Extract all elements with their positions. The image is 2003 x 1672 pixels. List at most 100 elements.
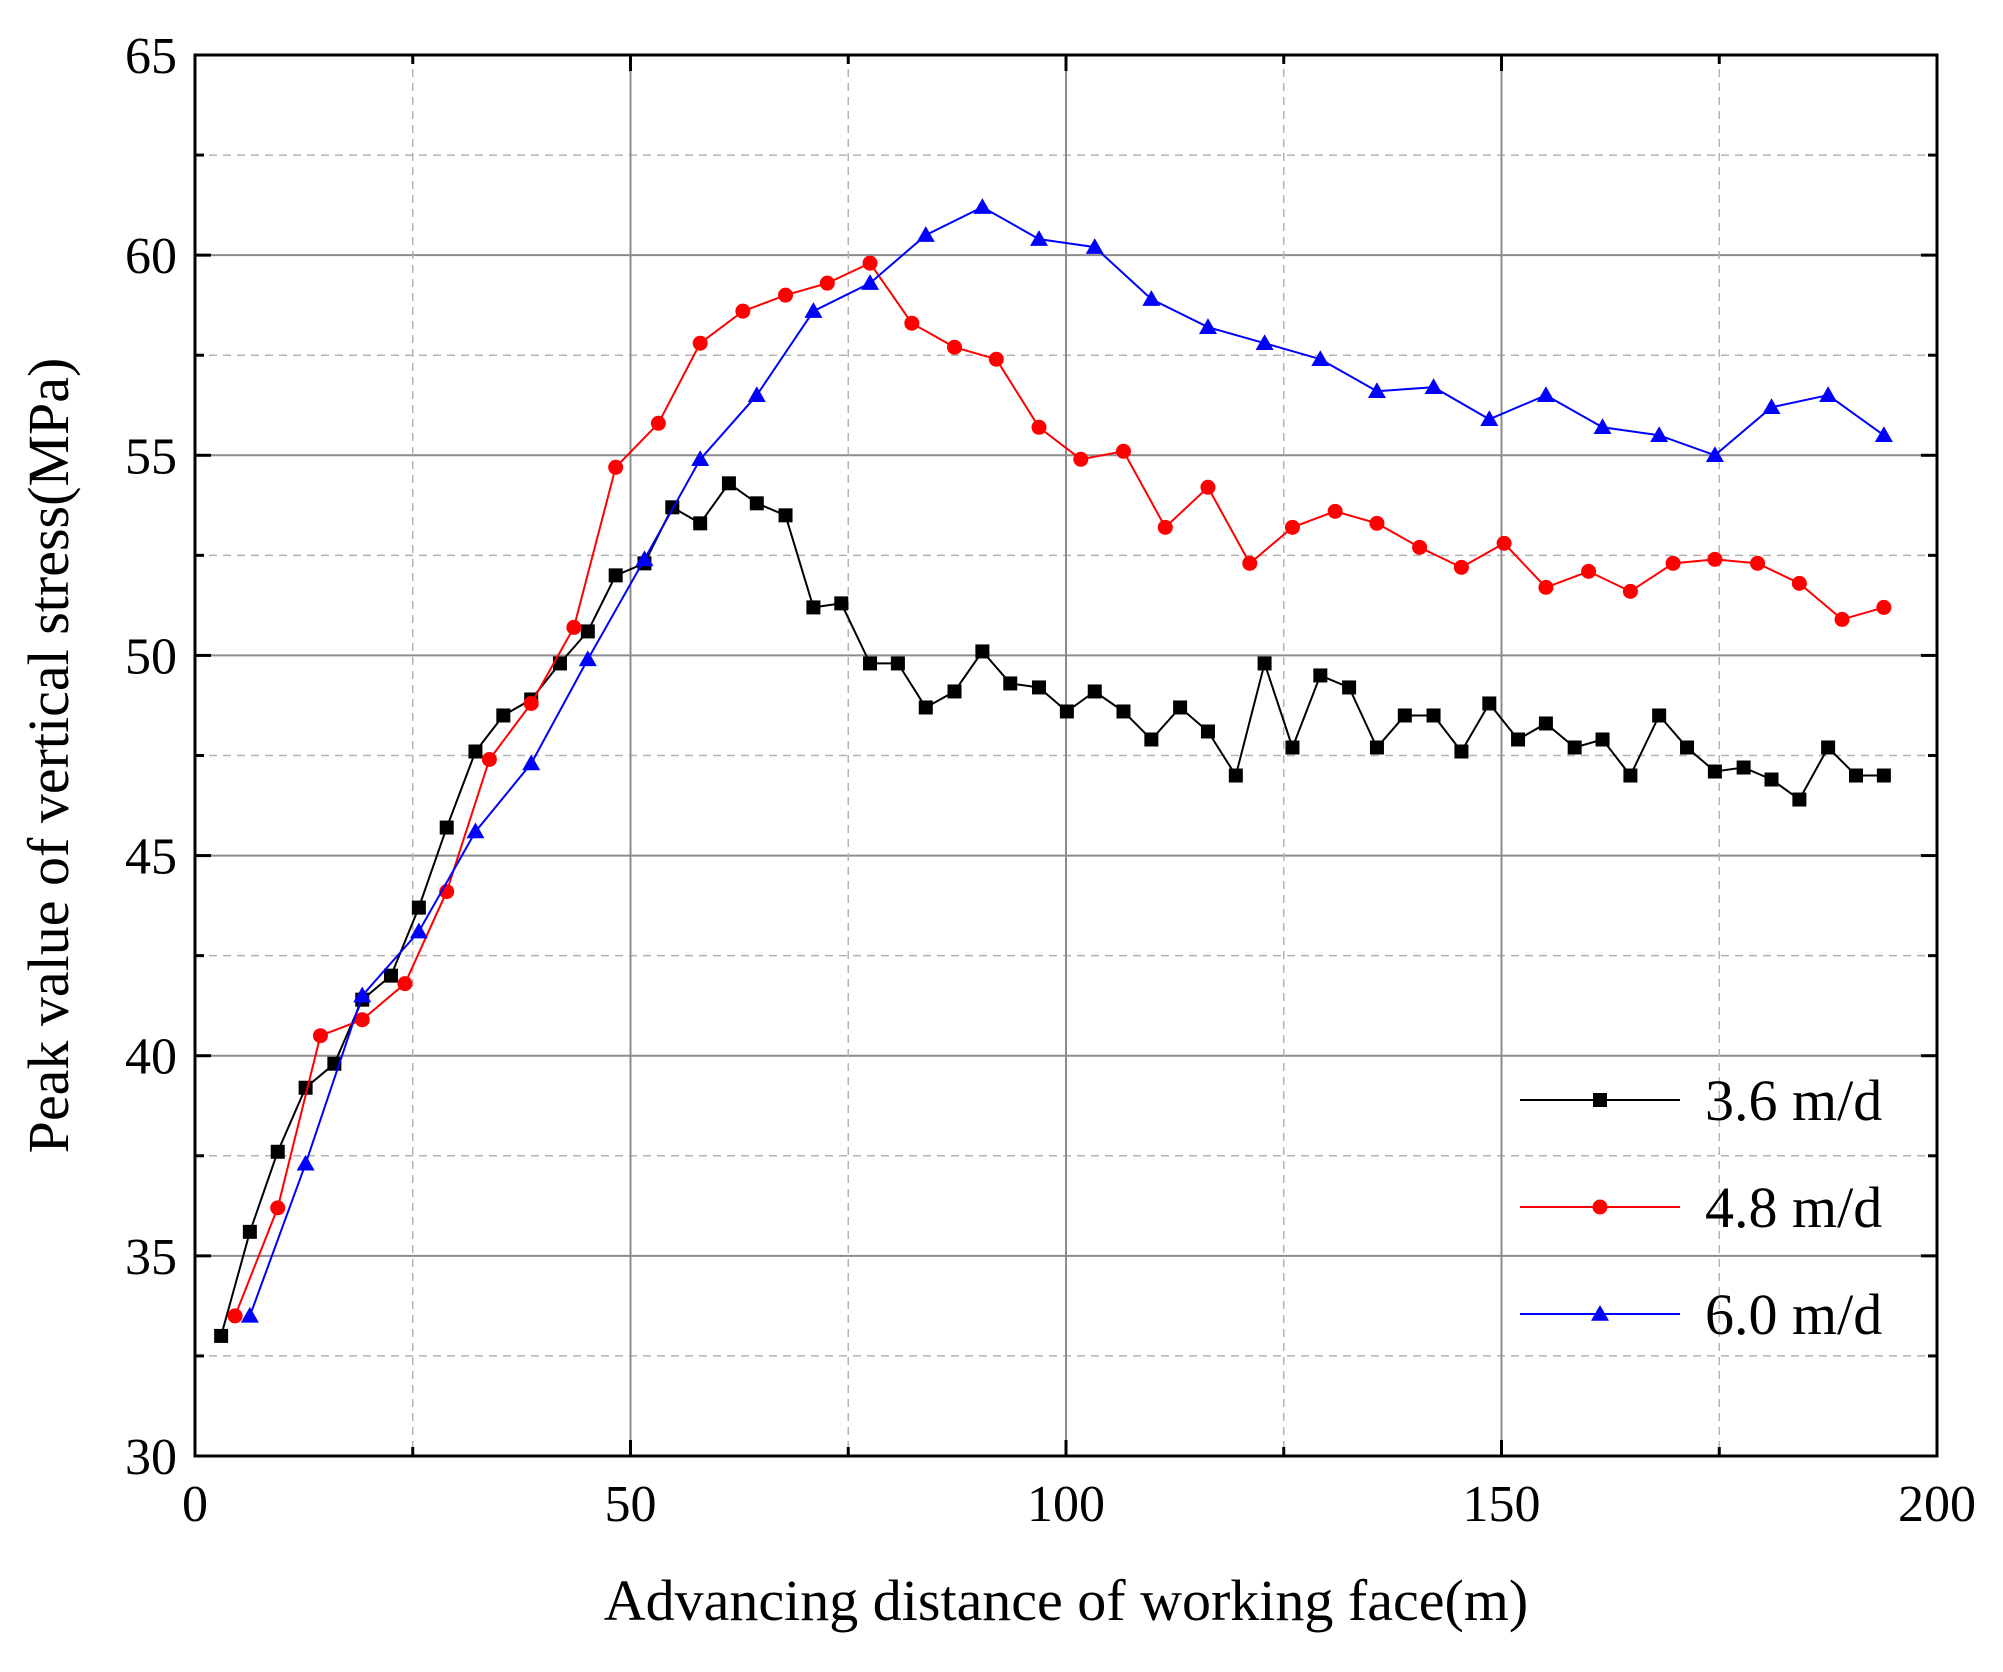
data-point bbox=[834, 596, 849, 611]
legend-label: 6.0 m/d bbox=[1705, 1282, 1882, 1347]
data-point bbox=[1876, 768, 1891, 783]
data-point bbox=[409, 922, 428, 939]
data-point bbox=[523, 695, 539, 711]
data-point bbox=[1198, 318, 1217, 334]
grid bbox=[195, 55, 1937, 1456]
data-point bbox=[608, 459, 624, 475]
data-point bbox=[214, 1328, 229, 1343]
data-point bbox=[1242, 555, 1258, 571]
data-point bbox=[1707, 764, 1722, 779]
data-point bbox=[270, 1200, 286, 1216]
data-point bbox=[1073, 451, 1089, 467]
y-tick-label: 35 bbox=[125, 1229, 177, 1286]
legend-item: 3.6 m/d bbox=[1520, 1068, 1882, 1133]
data-point bbox=[973, 198, 992, 214]
x-tick-label: 0 bbox=[182, 1476, 208, 1533]
data-point bbox=[1791, 575, 1807, 591]
data-point bbox=[1876, 599, 1892, 615]
data-point bbox=[692, 335, 708, 351]
data-point bbox=[1567, 740, 1582, 755]
data-point bbox=[466, 822, 485, 839]
data-point bbox=[947, 339, 963, 355]
data-point bbox=[1707, 551, 1723, 567]
data-point bbox=[566, 619, 582, 635]
data-point bbox=[1031, 419, 1047, 435]
data-point bbox=[1116, 704, 1131, 719]
x-tick-label: 50 bbox=[605, 1476, 657, 1533]
data-point bbox=[1115, 443, 1131, 459]
data-point bbox=[496, 708, 511, 723]
data-point bbox=[1285, 740, 1300, 755]
data-point bbox=[1622, 583, 1638, 599]
data-point bbox=[1538, 716, 1553, 731]
data-point bbox=[1750, 555, 1766, 571]
data-point bbox=[1792, 792, 1807, 807]
data-point bbox=[1369, 740, 1384, 755]
data-point bbox=[635, 550, 654, 567]
x-tick-label: 150 bbox=[1463, 1476, 1541, 1533]
data-point bbox=[1257, 656, 1272, 671]
series-group bbox=[214, 198, 1893, 1343]
data-point bbox=[1142, 290, 1161, 306]
data-point bbox=[522, 754, 541, 771]
data-point bbox=[862, 255, 878, 271]
data-point bbox=[270, 1144, 285, 1159]
data-point bbox=[1819, 386, 1838, 402]
data-point bbox=[804, 302, 823, 318]
data-point bbox=[1652, 708, 1667, 723]
legend-marker bbox=[1593, 1093, 1607, 1107]
data-point bbox=[468, 744, 483, 759]
data-point bbox=[1200, 479, 1216, 495]
legend-label: 3.6 m/d bbox=[1705, 1068, 1882, 1133]
data-point bbox=[1412, 539, 1428, 555]
series-3-6-m-d bbox=[214, 476, 1891, 1343]
data-point bbox=[578, 650, 597, 667]
data-point bbox=[650, 415, 666, 431]
data-point bbox=[1085, 238, 1104, 254]
data-point bbox=[1397, 708, 1412, 723]
data-point bbox=[1003, 676, 1018, 691]
data-point bbox=[1680, 740, 1695, 755]
x-tick-label: 100 bbox=[1027, 1476, 1105, 1533]
data-point bbox=[580, 624, 595, 639]
y-tick-label: 60 bbox=[125, 228, 177, 285]
legend-marker bbox=[1591, 1305, 1609, 1321]
data-point bbox=[1581, 563, 1597, 579]
data-point bbox=[1311, 350, 1330, 366]
data-point bbox=[1848, 768, 1863, 783]
data-point bbox=[1480, 410, 1499, 427]
data-point bbox=[904, 315, 920, 331]
data-point bbox=[721, 476, 736, 491]
data-point bbox=[1736, 760, 1751, 775]
legend-label: 4.8 m/d bbox=[1705, 1175, 1882, 1240]
data-point bbox=[1623, 768, 1638, 783]
legend-marker bbox=[1592, 1199, 1608, 1215]
series-line bbox=[248, 205, 1885, 1317]
data-point bbox=[1031, 680, 1046, 695]
data-point bbox=[353, 986, 372, 1003]
data-point bbox=[693, 516, 708, 531]
data-point bbox=[1342, 680, 1357, 695]
data-point bbox=[1255, 334, 1274, 350]
y-tick-label: 55 bbox=[125, 428, 177, 485]
data-point bbox=[439, 820, 454, 835]
data-point bbox=[1313, 668, 1328, 683]
x-tick-label: 200 bbox=[1898, 1476, 1976, 1533]
data-point bbox=[1228, 768, 1243, 783]
data-point bbox=[312, 1028, 328, 1044]
data-point bbox=[1650, 426, 1669, 443]
data-point bbox=[1059, 704, 1074, 719]
data-point bbox=[1029, 230, 1048, 246]
data-point bbox=[240, 1306, 259, 1323]
data-point bbox=[227, 1308, 243, 1324]
data-point bbox=[863, 656, 878, 671]
axis-ticks: 30 35 40 45 50 55 60 65 0 50 100 150 200 bbox=[125, 28, 1976, 1533]
series-4-8-m-d bbox=[227, 255, 1892, 1324]
data-point bbox=[1454, 744, 1469, 759]
data-point bbox=[916, 226, 935, 242]
data-point bbox=[861, 274, 880, 290]
data-point bbox=[1482, 696, 1497, 711]
y-tick-label: 45 bbox=[125, 829, 177, 886]
data-point bbox=[918, 700, 933, 715]
data-point bbox=[552, 656, 567, 671]
